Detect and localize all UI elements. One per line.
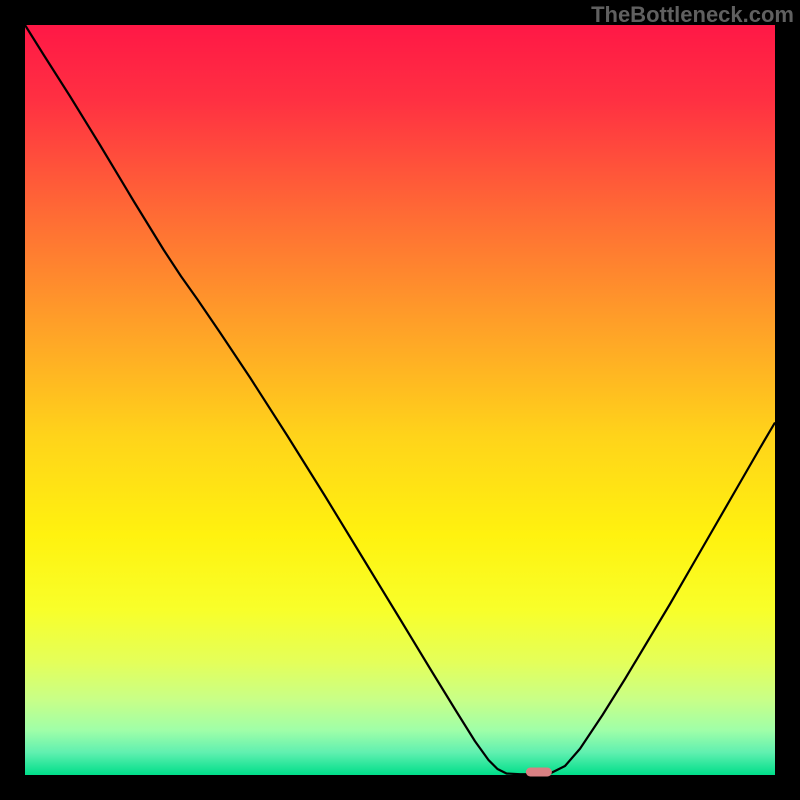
chart-frame: TheBottleneck.com <box>0 0 800 800</box>
curve-layer <box>25 25 775 775</box>
bottleneck-curve <box>25 25 775 774</box>
plot-area <box>25 25 775 775</box>
optimum-marker <box>526 768 552 777</box>
watermark-text: TheBottleneck.com <box>591 2 794 28</box>
